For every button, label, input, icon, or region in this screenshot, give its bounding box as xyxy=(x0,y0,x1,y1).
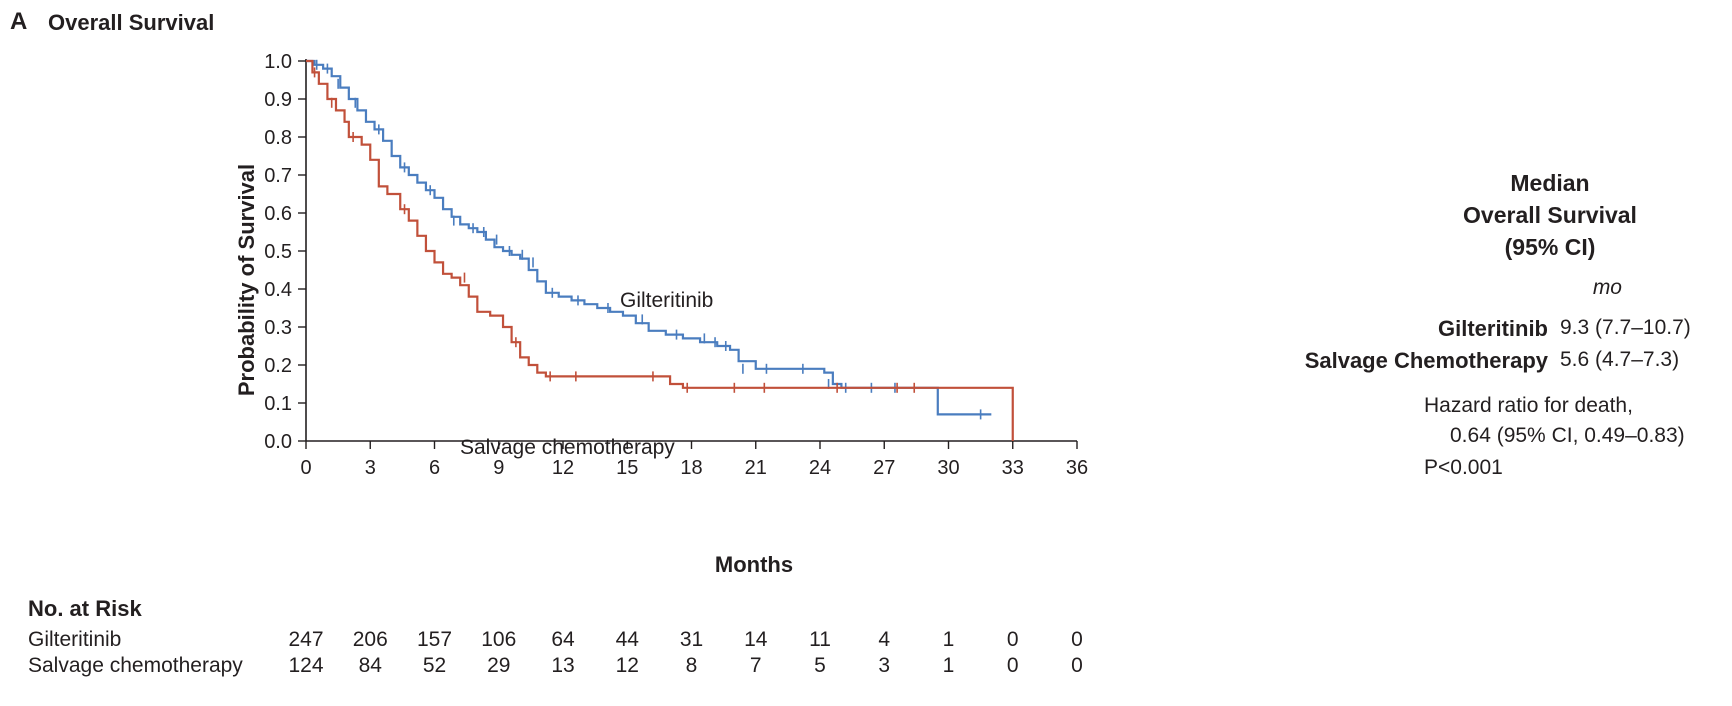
x-tick-label: 30 xyxy=(937,457,959,479)
panel-letter: A xyxy=(10,8,28,35)
risk-count: 1 xyxy=(942,654,955,677)
risk-count: 8 xyxy=(685,654,698,677)
y-tick-label: 0.8 xyxy=(264,127,292,149)
hazard-ratio-label: Hazard ratio for death, xyxy=(1424,394,1633,417)
risk-count: 157 xyxy=(416,628,453,651)
risk-count: 44 xyxy=(615,628,639,651)
x-tick-label: 12 xyxy=(552,457,574,479)
chart-curves xyxy=(306,59,1014,441)
risk-count: 247 xyxy=(288,628,324,651)
risk-count: 206 xyxy=(352,628,388,651)
gilteritinib-curve-label: Gilteritinib xyxy=(620,289,713,312)
chemo-curve-label: Salvage chemotherapy xyxy=(460,436,675,459)
x-axis-title: Months xyxy=(715,552,793,577)
risk-count: 31 xyxy=(679,628,704,651)
y-tick-label: 0.2 xyxy=(264,355,292,377)
y-axis-title: Probability of Survival xyxy=(234,164,259,396)
risk-count: 29 xyxy=(487,654,511,677)
y-tick-label: 1.0 xyxy=(264,51,292,73)
y-tick-label: 0.6 xyxy=(264,203,292,225)
x-tick-label: 15 xyxy=(616,457,638,479)
risk-count: 1 xyxy=(942,628,955,651)
y-tick-label: 0.5 xyxy=(264,241,292,263)
stats-unit: mo xyxy=(1592,276,1622,299)
risk-count: 124 xyxy=(288,654,324,677)
risk-count: 84 xyxy=(358,654,382,677)
stats-name-chemo: Salvage Chemotherapy xyxy=(1304,348,1548,373)
risk-count: 14 xyxy=(744,628,768,651)
p-value: P<0.001 xyxy=(1424,456,1503,479)
risk-count: 11 xyxy=(809,628,831,651)
stats-head-line3: (95% CI) xyxy=(1504,234,1596,260)
y-tick-label: 0.0 xyxy=(264,431,292,453)
x-tick-label: 9 xyxy=(493,457,504,479)
x-tick-label: 24 xyxy=(809,457,831,479)
risk-count: 3 xyxy=(878,654,891,677)
risk-row-name: Gilteritinib xyxy=(28,628,122,651)
risk-count: 13 xyxy=(551,654,575,677)
x-tick-label: 18 xyxy=(680,457,702,479)
risk-count: 52 xyxy=(422,654,447,677)
risk-row-name: Salvage chemotherapy xyxy=(28,654,243,677)
risk-count: 64 xyxy=(551,628,575,651)
risk-table-header: No. at Risk xyxy=(28,596,142,621)
x-tick-label: 27 xyxy=(873,457,895,479)
gilteritinib-survival-curve xyxy=(306,59,992,416)
x-tick-label: 36 xyxy=(1066,457,1088,479)
stats-value-chemo: 5.6 (4.7–7.3) xyxy=(1560,348,1680,371)
panel-title: Overall Survival xyxy=(48,10,215,35)
stats-value-gilteritinib: 9.3 (7.7–10.7) xyxy=(1560,316,1691,339)
x-tick-label: 0 xyxy=(300,457,311,479)
risk-count: 4 xyxy=(878,628,891,651)
y-tick-label: 0.4 xyxy=(264,279,292,301)
risk-count: 12 xyxy=(615,654,639,677)
x-tick-label: 33 xyxy=(1002,457,1024,479)
x-tick-label: 21 xyxy=(745,457,767,479)
median-survival-panel: Median Overall Survival (95% CI) mo Gilt… xyxy=(1240,168,1720,488)
x-tick-label: 6 xyxy=(429,457,440,479)
y-tick-label: 0.1 xyxy=(264,393,292,415)
risk-count: 5 xyxy=(814,654,826,677)
risk-count: 106 xyxy=(481,628,517,651)
risk-count: 7 xyxy=(749,654,762,677)
x-tick-label: 3 xyxy=(365,457,376,479)
risk-count: 0 xyxy=(1071,654,1083,677)
y-tick-label: 0.7 xyxy=(264,165,292,187)
chart-axes: 0.00.10.20.30.40.50.60.70.80.91.00 3 6 9 12 1… xyxy=(264,51,1088,479)
risk-count: 0 xyxy=(1006,654,1019,677)
hazard-ratio-value: 0.64 (95% CI, 0.49–0.83) xyxy=(1450,424,1685,447)
stats-head-line2: Overall Survival xyxy=(1463,202,1637,228)
chemo-survival-curve xyxy=(306,59,1014,441)
risk-count: 0 xyxy=(1006,628,1019,651)
risk-count: 0 xyxy=(1071,628,1083,651)
y-tick-label: 0.3 xyxy=(264,317,292,339)
y-tick-label: 0.9 xyxy=(264,89,292,111)
stats-head-line1: Median xyxy=(1510,170,1590,196)
stats-name-gilteritinib: Gilteritinib xyxy=(1438,316,1548,341)
